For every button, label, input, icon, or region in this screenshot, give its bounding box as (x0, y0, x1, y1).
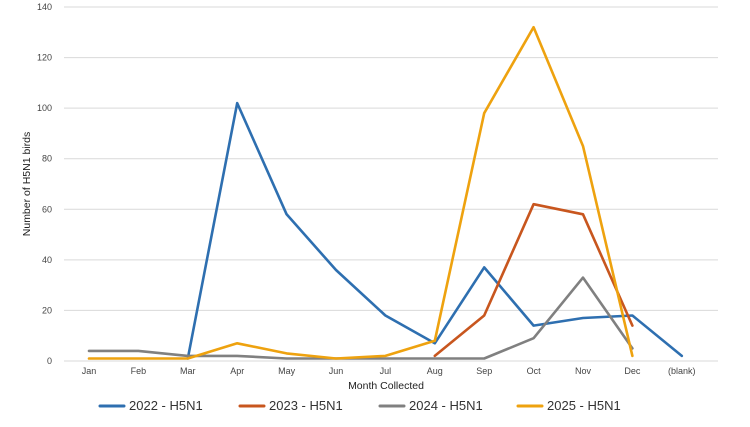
x-tick-label: Feb (131, 366, 147, 376)
x-tick-label: Mar (180, 366, 196, 376)
x-tick-label: Jun (329, 366, 344, 376)
x-tick-label: Sep (476, 366, 492, 376)
gridlines (64, 6, 718, 362)
series-line (87, 276, 634, 360)
y-axis-ticks: 0 20 40 60 80 100 120 140 (37, 2, 52, 366)
legend-label: 2024 - H5N1 (409, 398, 483, 413)
y-tick-label: 60 (42, 204, 52, 214)
x-axis-title: Month Collected (348, 380, 424, 392)
series-line (186, 101, 684, 360)
y-tick-label: 100 (37, 103, 52, 113)
x-axis-ticks: Jan Feb Mar Apr May Jun Jul Aug Sep Oct Nov Dec (bla… (82, 366, 696, 376)
legend-label: 2025 - H5N1 (547, 398, 621, 413)
y-tick-label: 40 (42, 255, 52, 265)
y-tick-label: 20 (42, 305, 52, 315)
y-tick-label: 80 (42, 154, 52, 164)
x-tick-label: Jan (82, 366, 97, 376)
y-tick-label: 0 (47, 356, 52, 366)
series-lines (87, 25, 684, 360)
y-tick-label: 140 (37, 2, 52, 12)
x-tick-label: Jul (380, 366, 392, 376)
legend-label: 2022 - H5N1 (129, 398, 203, 413)
legend-item: 2023 - H5N1 (238, 398, 343, 413)
x-tick-label: May (278, 366, 296, 376)
series-line (433, 202, 634, 358)
x-tick-label: (blank) (668, 366, 696, 376)
x-tick-label: Nov (575, 366, 592, 376)
legend-label: 2023 - H5N1 (269, 398, 343, 413)
series-line (87, 25, 634, 360)
x-tick-label: Oct (527, 366, 542, 376)
legend-item: 2024 - H5N1 (378, 398, 483, 413)
y-axis-title: Number of H5N1 birds (21, 132, 33, 236)
x-tick-label: Apr (230, 366, 244, 376)
x-tick-label: Dec (624, 366, 641, 376)
x-tick-label: Aug (427, 366, 443, 376)
legend: 2022 - H5N1 2023 - H5N1 2024 - H5N1 2025 - … (98, 398, 621, 413)
legend-item: 2022 - H5N1 (98, 398, 203, 413)
y-tick-label: 120 (37, 53, 52, 63)
legend-item: 2025 - H5N1 (516, 398, 621, 413)
